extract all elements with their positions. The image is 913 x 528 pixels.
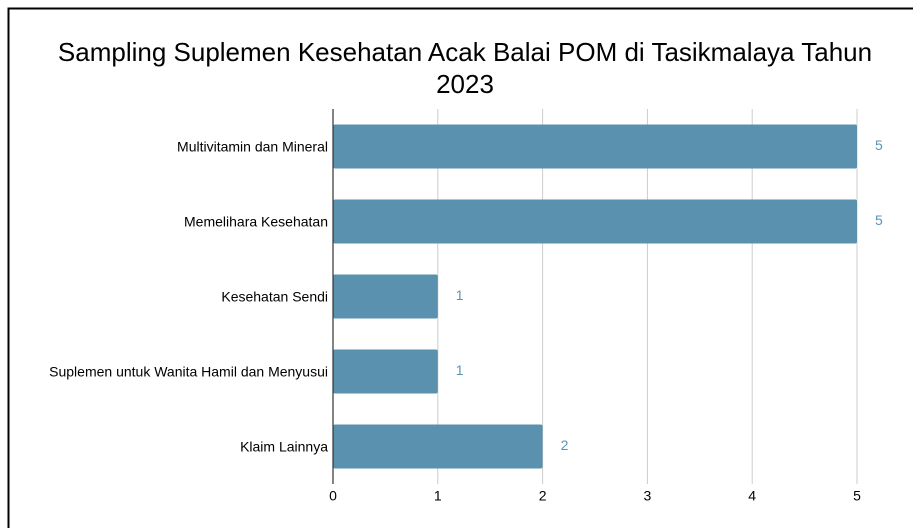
value-label: 1 bbox=[456, 362, 464, 378]
value-label: 5 bbox=[875, 212, 883, 228]
bar bbox=[333, 199, 857, 244]
x-tick-label: 0 bbox=[329, 488, 337, 504]
value-label: 2 bbox=[561, 437, 569, 453]
bar bbox=[333, 424, 543, 469]
y-tick-label: Kesehatan Sendi bbox=[221, 288, 328, 304]
x-tick-label: 5 bbox=[853, 488, 861, 504]
x-tick-label: 3 bbox=[644, 488, 652, 504]
bar bbox=[333, 274, 438, 319]
chart-title: Sampling Suplemen Kesehatan Acak Balai P… bbox=[57, 37, 873, 99]
y-tick-label: Klaim Lainnya bbox=[240, 438, 328, 454]
bar bbox=[333, 124, 857, 169]
bar bbox=[333, 349, 438, 394]
x-tick-label: 2 bbox=[539, 488, 547, 504]
x-tick-label: 1 bbox=[434, 488, 442, 504]
value-label: 1 bbox=[456, 287, 464, 303]
y-tick-label: Suplemen untuk Wanita Hamil dan Menyusui bbox=[49, 363, 328, 379]
value-label: 5 bbox=[875, 137, 883, 153]
y-tick-label: Memelihara Kesehatan bbox=[184, 213, 328, 229]
x-tick-label: 4 bbox=[748, 488, 756, 504]
y-tick-label: Multivitamin dan Mineral bbox=[177, 138, 328, 154]
frame bbox=[7, 7, 913, 528]
